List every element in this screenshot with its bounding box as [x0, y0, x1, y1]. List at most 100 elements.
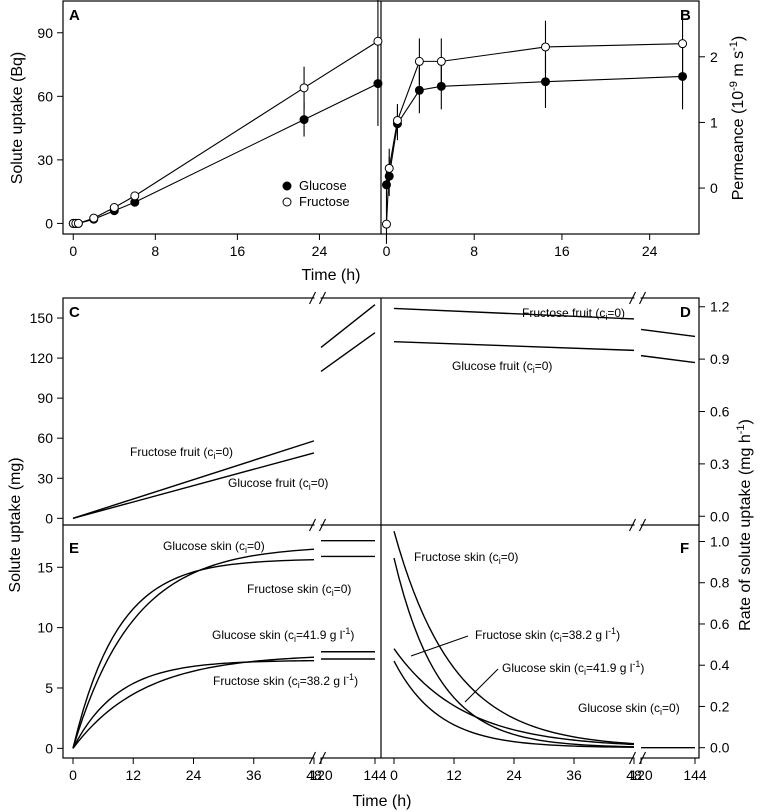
bottom-left-y-axis-label: Solute uptake (mg)	[7, 457, 24, 592]
bottom-x-axis-label: Time (h)	[353, 793, 412, 810]
annotations: Fructose fruit (ci=0) Glucose fruit (ci=…	[130, 306, 680, 717]
annotation-c-fructose-fruit: Fructose fruit (ci=0)	[130, 445, 233, 461]
b-point-fructose	[436, 56, 446, 66]
e-break-mark	[309, 518, 316, 532]
annotation-d-glucose-fruit: Glucose fruit (ci=0)	[452, 359, 552, 375]
annotation-e-fructose-skin: Fructose skin (ci=0)	[247, 582, 351, 598]
e-break-gap	[314, 750, 321, 766]
e-x-tick-label: 24	[186, 767, 202, 783]
annotation-f-fructose-skin-38: Fructose skin (ci=38.2 g l-1)	[475, 626, 620, 644]
legend-label-glucose: Glucose	[299, 178, 347, 193]
a-point-glucose	[373, 79, 383, 89]
e-x-tick-label: 36	[246, 767, 262, 783]
a-point-fructose	[73, 218, 83, 228]
f-curve-fructose-skin	[393, 557, 635, 748]
top-right-y-axis-label: Permeance (10-9 m s-1)	[728, 36, 747, 201]
a-x-tick-label: 16	[230, 243, 246, 259]
f-break-mark	[639, 518, 646, 532]
e-curve-fructose-skin	[72, 559, 315, 749]
panel-label-d: D	[680, 304, 691, 321]
f-y-tick-label: 0.2	[710, 698, 730, 714]
c-y-tick-label: 30	[37, 470, 53, 486]
f-y-tick-label: 0.6	[710, 616, 730, 632]
b-point-fructose	[540, 42, 550, 52]
f-y-tick-label: 0.8	[710, 575, 730, 591]
f-break-gap	[634, 750, 641, 766]
f-curve-fructose-skin-38-2	[393, 660, 635, 748]
c-y-tick-label: 0	[45, 510, 53, 526]
annotation-c-glucose-fruit: Glucose fruit (ci=0)	[228, 476, 328, 492]
a-point-fructose	[373, 36, 383, 46]
f-x-tick-label: 36	[566, 767, 582, 783]
f-x-tick-label: 48	[626, 767, 642, 783]
d-line-fructose-fruit	[393, 307, 635, 320]
d-line-after-break	[640, 354, 696, 364]
f-y-tick-label: 0.4	[710, 657, 730, 673]
d-y-tick-label: 1.2	[710, 299, 730, 315]
f-break-gap	[634, 517, 641, 533]
a-y-tick-label: 30	[37, 152, 53, 168]
a-x-tick-label: 8	[151, 243, 159, 259]
c-line-after-break	[320, 304, 376, 348]
legend-label-fructose: Fructose	[299, 194, 350, 209]
c-line-fructose-fruit	[72, 440, 315, 519]
annotation-e-glucose-skin-41: Glucose skin (ci=41.9 g l-1)	[212, 626, 354, 644]
e-x-tick-label: 144	[363, 767, 387, 783]
b-series-line-fructose	[385, 43, 683, 225]
b-y-tick-label: 2	[710, 49, 718, 65]
d-line-glucose-fruit	[393, 340, 635, 352]
a-point-fructose	[109, 203, 119, 213]
e-break-mark	[319, 751, 326, 765]
b-point-fructose	[381, 219, 391, 229]
b-point-fructose	[678, 39, 688, 49]
e-y-tick-label: 5	[45, 680, 53, 696]
e-y-tick-label: 10	[37, 620, 53, 636]
a-y-tick-label: 90	[37, 25, 53, 41]
b-x-tick-label: 0	[383, 243, 391, 259]
e-break-mark	[319, 291, 326, 305]
f-curve-glucose-skin	[393, 530, 635, 745]
f-break-gap	[634, 290, 641, 306]
f-y-tick-label: 0.0	[710, 740, 730, 756]
e-y-tick-label: 15	[37, 559, 53, 575]
f-break-mark	[639, 291, 646, 305]
e-break-gap	[314, 517, 321, 533]
c-line-glucose-fruit	[72, 452, 315, 519]
panel-label-e: E	[69, 540, 79, 557]
e-break-mark	[309, 291, 316, 305]
b-point-fructose	[392, 115, 402, 125]
d-y-tick-label: 0.6	[710, 404, 730, 420]
b-point-fructose	[414, 56, 424, 66]
b-y-tick-label: 0	[710, 180, 718, 196]
f-x-tick-label: 12	[446, 767, 462, 783]
e-x-tick-label: 12	[125, 767, 141, 783]
b-point-glucose	[540, 77, 550, 87]
legend-marker-fructose	[282, 197, 292, 207]
d-y-tick-label: 0.0	[710, 508, 730, 524]
a-point-fructose	[89, 213, 99, 223]
f-y-tick-label: 1.0	[710, 533, 730, 549]
b-point-glucose	[414, 85, 424, 95]
b-point-glucose	[436, 81, 446, 91]
annotation-f-glucose-skin-41: Glucose skin (ci=41.9 g l-1)	[502, 659, 644, 677]
panel-label-c: C	[69, 304, 80, 321]
c-y-tick-label: 120	[30, 350, 54, 366]
annotation-e-fructose-skin-38: Fructose skin (ci=38.2 g l-1)	[213, 672, 358, 690]
d-line-after-break	[640, 328, 696, 338]
annotation-e-glucose-skin: Glucose skin (ci=0)	[163, 539, 265, 555]
top-x-axis-label: Time (h)	[302, 267, 361, 284]
annotation-f-fructose-skin: Fructose skin (ci=0)	[414, 550, 518, 566]
b-y-tick-label: 1	[710, 114, 718, 130]
b-x-tick-label: 8	[470, 243, 478, 259]
e-curve-fructose-skin-38-2	[72, 659, 315, 749]
annotation-f-glucose-skin: Glucose skin (ci=0)	[578, 701, 680, 717]
e-break-gap	[314, 290, 321, 306]
c-line-after-break	[320, 332, 376, 373]
e-break-mark	[319, 518, 326, 532]
f-break-mark	[629, 291, 636, 305]
b-point-glucose	[678, 71, 688, 81]
legend: Glucose Fructose	[282, 178, 350, 209]
panel-frames	[62, 0, 700, 759]
d-y-tick-label: 0.9	[710, 351, 730, 367]
